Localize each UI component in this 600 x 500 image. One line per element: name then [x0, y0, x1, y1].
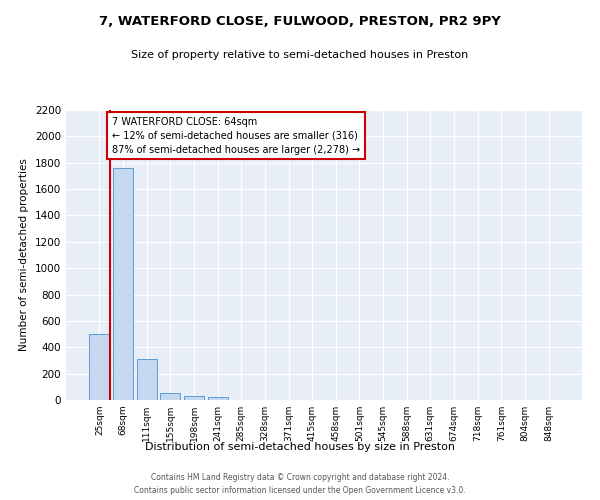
Y-axis label: Number of semi-detached properties: Number of semi-detached properties: [19, 158, 29, 352]
Bar: [89, 334, 110, 400]
Text: Distribution of semi-detached houses by size in Preston: Distribution of semi-detached houses by …: [145, 442, 455, 452]
Bar: [113, 168, 133, 400]
Text: Contains HM Land Registry data © Crown copyright and database right 2024.
Contai: Contains HM Land Registry data © Crown c…: [134, 474, 466, 495]
Bar: [137, 359, 157, 400]
Bar: [160, 393, 181, 400]
Text: Size of property relative to semi-detached houses in Preston: Size of property relative to semi-detach…: [131, 50, 469, 60]
Bar: [208, 398, 228, 400]
Text: 7, WATERFORD CLOSE, FULWOOD, PRESTON, PR2 9PY: 7, WATERFORD CLOSE, FULWOOD, PRESTON, PR…: [99, 15, 501, 28]
Bar: [184, 396, 204, 400]
Text: 7 WATERFORD CLOSE: 64sqm
← 12% of semi-detached houses are smaller (316)
87% of : 7 WATERFORD CLOSE: 64sqm ← 12% of semi-d…: [112, 116, 360, 154]
